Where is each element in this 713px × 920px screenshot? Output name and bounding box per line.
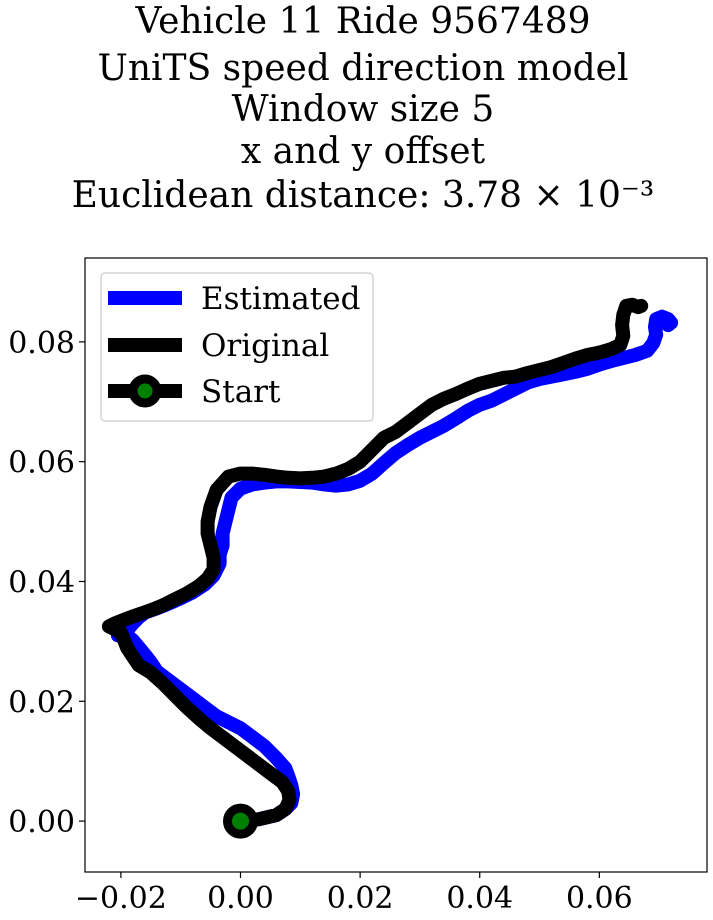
x-tick-label: 0.02 <box>327 881 394 916</box>
y-tick-label: 0.00 <box>8 805 75 840</box>
y-tick-label: 0.02 <box>8 685 75 720</box>
series-layer <box>101 297 679 829</box>
title-line-5: Euclidean distance: 3.78 × 10⁻³ <box>72 175 655 216</box>
legend-marker-start <box>128 374 162 408</box>
y-axis: 0.00 0.02 0.04 0.06 0.08 <box>8 326 85 840</box>
y-tick-label: 0.06 <box>8 446 75 481</box>
title-line-3: Window size 5 <box>232 89 495 130</box>
chart-title: Vehicle 11 Ride 9567489 UniTS speed dire… <box>72 1 655 216</box>
legend-label-estimated: Estimated <box>201 281 360 317</box>
title-line-1: Vehicle 11 Ride 9567489 <box>134 1 590 42</box>
x-axis: −0.02 0.00 0.02 0.04 0.06 <box>75 872 633 916</box>
series-line-original <box>101 297 649 829</box>
axes-frame <box>84 257 708 873</box>
x-tick-label: 0.00 <box>207 881 274 916</box>
title-line-4: x and y offset <box>241 131 486 172</box>
x-tick-label: 0.04 <box>446 881 513 916</box>
start-point-marker <box>223 803 258 839</box>
legend: Estimated Original Start <box>100 272 374 422</box>
plot-area <box>84 257 708 873</box>
y-tick-label: 0.08 <box>8 326 75 361</box>
x-tick-label: −0.02 <box>75 881 167 916</box>
legend-label-start: Start <box>201 374 281 410</box>
start-layer <box>223 803 258 839</box>
legend-label-original: Original <box>201 328 329 364</box>
x-tick-label: 0.06 <box>566 881 633 916</box>
y-tick-label: 0.04 <box>8 565 75 600</box>
title-line-2: UniTS speed direction model <box>98 48 629 89</box>
series-line-estimated <box>110 309 679 829</box>
